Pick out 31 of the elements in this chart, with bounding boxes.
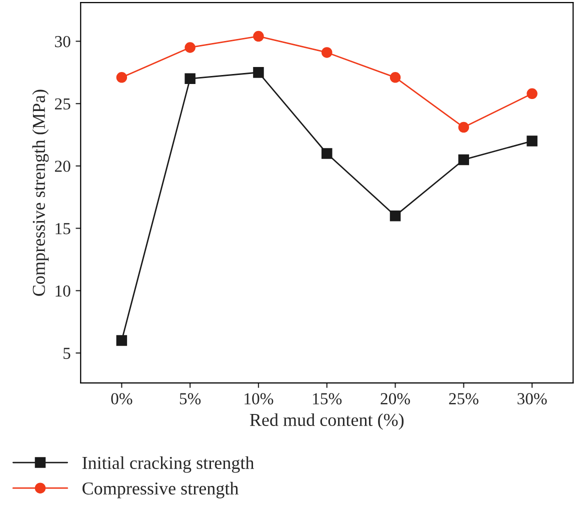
point — [116, 72, 128, 83]
x-tick-label: 5% — [180, 393, 201, 404]
point — [322, 148, 332, 159]
y-tick-label: 25 — [54, 98, 70, 110]
y-tick-label: 30 — [55, 36, 70, 48]
point — [184, 73, 196, 84]
x-tick-label: 20% — [380, 393, 410, 404]
x-axis-title: Red mud content (%) — [250, 413, 404, 430]
y-tick-label: 15 — [56, 223, 70, 234]
x-tick-label: 30% — [518, 393, 547, 404]
point — [184, 42, 196, 53]
point — [253, 30, 264, 42]
point — [116, 335, 128, 346]
point — [390, 72, 401, 83]
point — [253, 67, 264, 78]
point — [458, 122, 470, 133]
point — [458, 154, 470, 166]
y-tick-label: 10 — [56, 285, 70, 297]
x-tick-label: 15% — [313, 393, 342, 404]
legend-label: Compressive strength — [82, 482, 239, 498]
legend-label: Initial cracking strength — [82, 456, 254, 473]
x-tick-label: 0% — [111, 393, 132, 404]
point — [526, 136, 538, 146]
x-tick-label: 25% — [449, 393, 478, 404]
y-tick-label: 20 — [54, 160, 70, 172]
x-tick-label: 10% — [244, 393, 274, 404]
point — [390, 210, 401, 222]
y-axis-title: Compressive strength (MPa) — [32, 90, 49, 296]
y-tick-label: 5 — [64, 348, 70, 359]
point — [526, 88, 538, 100]
point — [322, 47, 332, 58]
